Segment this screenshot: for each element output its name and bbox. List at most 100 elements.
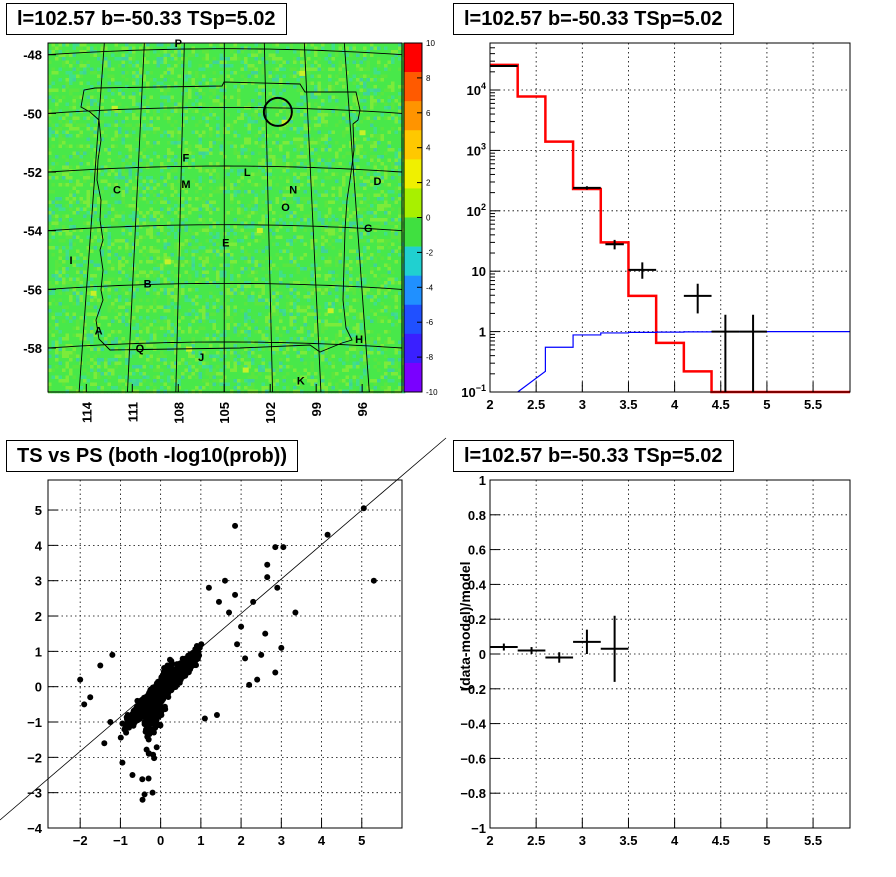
map-cell	[107, 99, 112, 103]
map-cell	[338, 134, 343, 138]
map-cell	[198, 183, 203, 187]
map-cell	[121, 148, 126, 152]
map-cell	[247, 53, 252, 58]
map-cell	[352, 109, 357, 114]
map-cell	[128, 144, 133, 149]
map-cell	[356, 144, 360, 149]
map-cell	[174, 183, 178, 187]
map-cell	[55, 141, 59, 145]
map-cell	[219, 144, 224, 149]
map-cell	[163, 172, 168, 177]
map-cell	[79, 116, 84, 121]
map-cell	[251, 186, 255, 191]
map-cell	[188, 162, 192, 166]
map-cell	[356, 186, 360, 191]
map-cell	[317, 106, 322, 110]
map-cell	[198, 172, 203, 177]
map-cell	[328, 102, 332, 107]
map-cell	[160, 64, 164, 68]
map-cell	[356, 134, 360, 138]
map-cell	[307, 109, 311, 114]
map-cell	[237, 71, 241, 75]
map-cell	[352, 123, 357, 128]
map-cell	[100, 74, 105, 79]
map-cell	[328, 106, 332, 110]
map-cell	[345, 190, 350, 194]
map-cell	[72, 130, 77, 135]
map-cell	[93, 92, 98, 96]
map-cell	[226, 88, 231, 93]
map-cell	[359, 57, 364, 61]
map-cell	[384, 85, 388, 89]
map-cell	[219, 141, 224, 145]
map-cell	[156, 116, 161, 121]
map-cell	[195, 46, 199, 51]
map-cell	[391, 116, 395, 121]
map-cell	[114, 183, 119, 187]
map-cell	[121, 151, 126, 156]
map-cell	[380, 113, 385, 117]
map-cell	[107, 46, 112, 51]
map-cell	[135, 113, 140, 117]
map-cell	[338, 207, 343, 212]
map-cell	[132, 71, 136, 75]
map-cell	[223, 183, 227, 187]
map-cell	[72, 106, 77, 110]
map-cell	[387, 179, 392, 184]
map-cell	[226, 53, 231, 58]
map-cell	[307, 43, 311, 47]
map-cell	[188, 113, 192, 117]
map-cell	[226, 141, 231, 145]
map-cell	[251, 197, 255, 201]
map-cell	[307, 151, 311, 156]
map-cell	[121, 81, 126, 86]
map-cell	[149, 123, 154, 128]
map-cell	[125, 102, 129, 107]
map-cell	[58, 120, 63, 124]
map-cell	[359, 151, 364, 156]
map-cell	[212, 57, 217, 61]
map-cell	[387, 78, 392, 82]
map-cell	[321, 123, 325, 128]
map-cell	[72, 60, 77, 65]
map-cell	[174, 200, 178, 205]
map-cell	[191, 78, 196, 82]
map-cell	[184, 179, 189, 184]
map-cell	[93, 176, 98, 180]
map-cell	[370, 120, 374, 124]
map-cell	[83, 193, 87, 198]
map-cell	[118, 197, 122, 201]
map-cell	[300, 109, 304, 114]
map-cell	[247, 162, 252, 166]
map-cell	[251, 137, 255, 142]
map-cell	[205, 148, 210, 152]
map-cell	[272, 186, 276, 191]
map-cell	[398, 186, 402, 191]
map-cell	[296, 99, 301, 103]
map-cell	[401, 172, 406, 177]
map-cell	[184, 190, 189, 194]
map-cell	[177, 116, 182, 121]
map-cell	[265, 64, 269, 68]
map-cell	[195, 193, 199, 198]
map-cell	[135, 67, 140, 72]
map-cell	[338, 137, 343, 142]
map-cell	[205, 92, 210, 96]
map-cell	[62, 130, 66, 135]
map-cell	[114, 60, 119, 65]
map-cell	[359, 193, 364, 198]
map-cell	[83, 60, 87, 65]
map-cell	[293, 99, 297, 103]
map-cell	[275, 71, 280, 75]
map-cell	[303, 207, 308, 212]
map-cell	[352, 53, 357, 58]
map-cell	[401, 53, 406, 58]
map-cell	[72, 71, 77, 75]
map-cell	[69, 200, 73, 205]
map-cell	[184, 81, 189, 86]
map-cell	[258, 78, 262, 82]
map-cell	[272, 162, 276, 166]
map-cell	[387, 130, 392, 135]
map-cell	[86, 46, 91, 51]
map-cell	[370, 43, 374, 47]
